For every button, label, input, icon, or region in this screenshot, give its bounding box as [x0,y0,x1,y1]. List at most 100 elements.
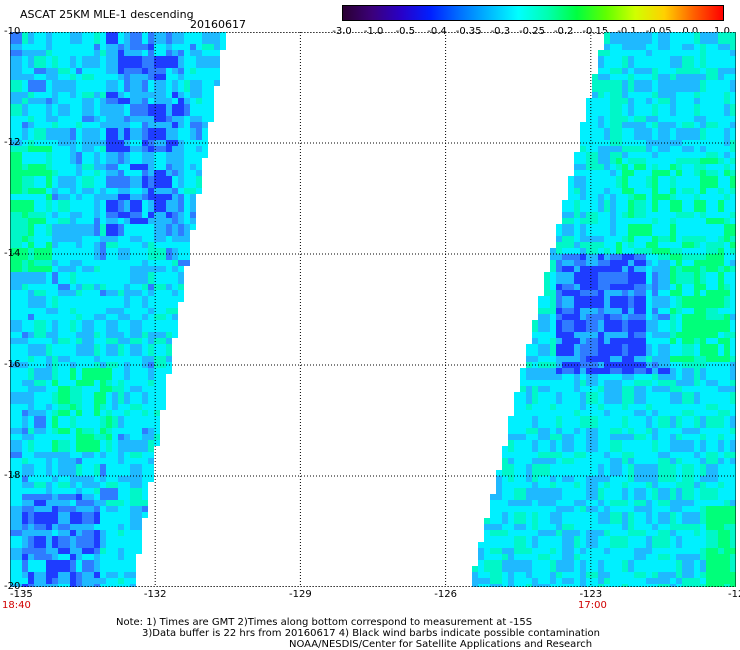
swath-cell [592,164,598,170]
swath-cell [568,254,574,260]
swath-cell [520,458,526,464]
swath-cell [568,248,574,254]
swath-cell [46,452,52,458]
swath-cell [34,260,40,266]
swath-cell [604,86,610,92]
swath-cell [664,116,670,122]
swath-cell [154,56,160,62]
swath-cell [130,542,136,548]
swath-cell [100,572,106,578]
swath-cell [64,578,70,584]
swath-cell [712,230,718,236]
swath-cell [688,98,694,104]
swath-cell [616,104,622,110]
swath-cell [676,38,682,44]
swath-cell [154,392,160,398]
swath-cell [70,284,76,290]
swath-cell [586,116,592,122]
swath-cell [40,440,46,446]
swath-cell [688,242,694,248]
swath-cell [712,98,718,104]
swath-cell [34,560,40,566]
swath-cell [142,188,148,194]
swath-cell [100,356,106,362]
swath-cell [22,374,28,380]
swath-cell [58,194,64,200]
swath-cell [28,38,34,44]
swath-cell [586,458,592,464]
swath-cell [46,386,52,392]
swath-cell [556,446,562,452]
swath-cell [70,188,76,194]
swath-cell [100,242,106,248]
swath-cell [46,68,52,74]
swath-cell [82,122,88,128]
swath-cell [616,314,622,320]
swath-cell [142,62,148,68]
swath-cell [118,146,124,152]
swath-cell [190,146,196,152]
swath-cell [124,470,130,476]
swath-cell [70,128,76,134]
swath-cell [514,422,520,428]
swath-cell [670,104,676,110]
swath-cell [580,470,586,476]
swath-cell [670,182,676,188]
swath-cell [52,134,58,140]
swath-cell [634,308,640,314]
swath-cell [616,260,622,266]
swath-cell [538,440,544,446]
swath-cell [520,434,526,440]
swath-cell [100,476,106,482]
swath-cell [652,128,658,134]
swath-cell [568,242,574,248]
swath-cell [34,434,40,440]
swath-cell [124,152,130,158]
swath-cell [724,404,730,410]
swath-cell [16,80,22,86]
swath-cell [70,368,76,374]
swath-cell [622,116,628,122]
swath-cell [166,200,172,206]
swath-cell [628,458,634,464]
swath-cell [34,152,40,158]
swath-cell [646,116,652,122]
swath-cell [76,434,82,440]
swath-cell [28,482,34,488]
swath-cell [724,224,730,230]
swath-cell [130,452,136,458]
swath-cell [586,290,592,296]
swath-cell [160,32,166,38]
swath-cell [598,104,604,110]
swath-cell [604,200,610,206]
swath-cell [130,434,136,440]
swath-cell [628,74,634,80]
swath-cell [34,302,40,308]
swath-cell [172,92,178,98]
swath-cell [58,488,64,494]
swath-cell [514,464,520,470]
swath-cell [118,164,124,170]
swath-cell [58,584,64,587]
swath-cell [196,74,202,80]
swath-cell [172,164,178,170]
swath-cell [70,464,76,470]
swath-cell [124,452,130,458]
swath-cell [694,332,700,338]
swath-cell [166,164,172,170]
swath-cell [592,230,598,236]
swath-cell [592,446,598,452]
swath-cell [166,74,172,80]
swath-cell [622,356,628,362]
swath-cell [76,518,82,524]
swath-cell [142,272,148,278]
swath-cell [94,254,100,260]
swath-cell [586,122,592,128]
swath-cell [10,542,16,548]
swath-cell [124,80,130,86]
swath-cell [568,296,574,302]
swath-cell [646,452,652,458]
swath-cell [724,266,730,272]
swath-cell [106,38,112,44]
swath-cell [646,470,652,476]
